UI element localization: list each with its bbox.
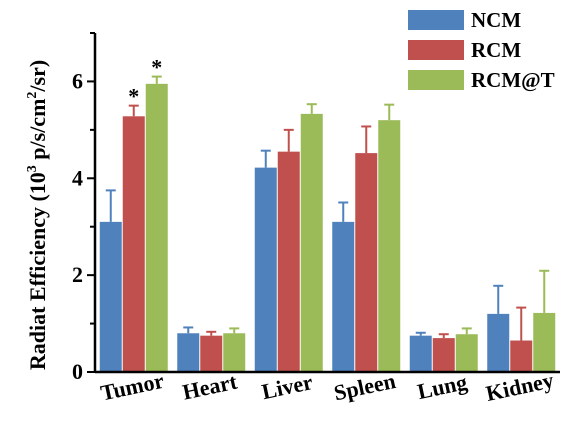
legend-label: RCM@T xyxy=(471,68,555,92)
y-axis-title-superscript: 2 xyxy=(25,92,40,99)
bar-rcm-heart xyxy=(200,335,223,372)
x-tick-label: Liver xyxy=(259,369,315,404)
y-tick-label: 6 xyxy=(72,68,83,93)
plot-area: ** xyxy=(99,55,556,373)
bar-rcm-t-kidney xyxy=(533,312,556,372)
legend: NCM RCM RCM@T xyxy=(408,8,555,92)
y-axis-title: Radiat Efficiency (103 p/s/cm2/sr) xyxy=(25,60,50,370)
y-axis-title-superscript: 3 xyxy=(25,165,40,172)
y-axis-title-part: /sr) xyxy=(25,60,50,93)
bar-ncm-liver xyxy=(254,167,277,372)
x-tick-label: Spleen xyxy=(332,368,398,405)
bar-rcm-t-heart xyxy=(223,333,246,372)
bar-rcm-t-tumor xyxy=(145,83,168,372)
y-axis-title-part: Radiat Efficiency (10 xyxy=(25,172,50,370)
x-tick-label: Tumor xyxy=(98,368,166,406)
x-tick-label: Heart xyxy=(180,369,240,405)
legend-label: NCM xyxy=(471,8,521,32)
bar-rcm-liver xyxy=(277,151,300,372)
legend-swatch xyxy=(408,70,464,90)
y-tick-label: 4 xyxy=(72,165,83,190)
bar-rcm-spleen xyxy=(355,153,378,372)
significance-star: * xyxy=(128,84,139,109)
legend-swatch xyxy=(408,10,464,30)
y-tick-label: 2 xyxy=(72,262,83,287)
x-tick-label: Lung xyxy=(415,369,469,404)
bar-rcm-lung xyxy=(432,338,455,372)
bar-rcm-t-lung xyxy=(455,334,478,372)
y-tick-label: 0 xyxy=(72,359,83,384)
bar-ncm-tumor xyxy=(99,221,122,372)
bar-rcm-kidney xyxy=(510,340,533,372)
bar-rcm-t-spleen xyxy=(378,120,401,373)
bar-ncm-kidney xyxy=(487,313,510,372)
legend-label: RCM xyxy=(471,38,521,62)
bar-ncm-spleen xyxy=(332,221,355,372)
y-axis-title-part: p/s/cm xyxy=(25,99,50,166)
significance-star: * xyxy=(151,55,162,80)
y-axis: 0 2 4 6 xyxy=(72,32,97,384)
bar-rcm-tumor xyxy=(122,116,145,372)
legend-swatch xyxy=(408,40,464,60)
x-axis: Tumor Heart Liver Spleen Lung Kidney xyxy=(95,367,560,406)
bar-ncm-heart xyxy=(177,333,200,372)
bar-ncm-lung xyxy=(409,335,432,372)
bar-rcm-t-liver xyxy=(300,113,323,372)
